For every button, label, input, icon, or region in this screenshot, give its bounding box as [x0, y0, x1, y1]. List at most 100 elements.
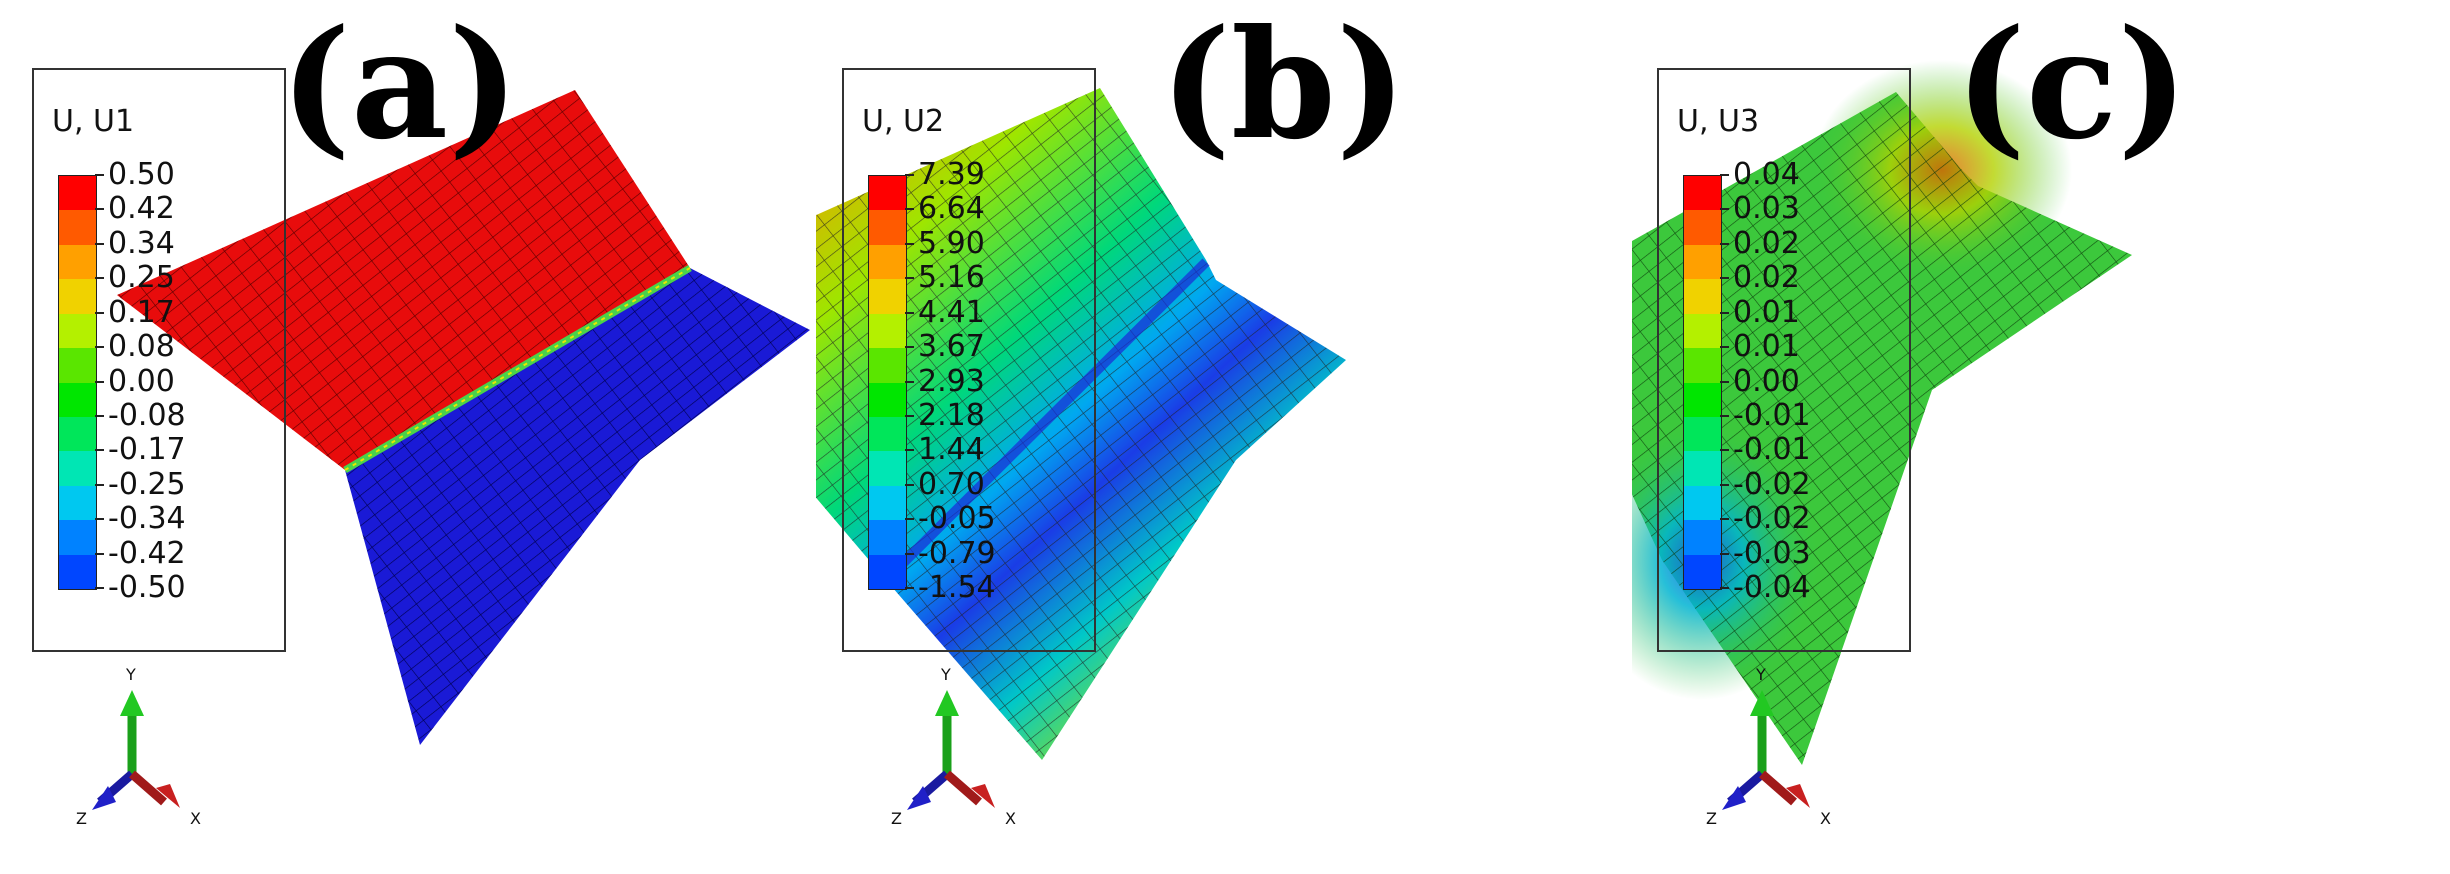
legend-tick [905, 552, 914, 555]
legend-value: 7.39 [918, 157, 985, 192]
legend-value: 2.18 [918, 397, 985, 433]
legend-swatch [59, 554, 96, 590]
legend-swatch [869, 485, 906, 521]
legend-tick [95, 552, 104, 555]
legend-value: -0.17 [108, 432, 186, 468]
legend-swatch [1684, 279, 1721, 315]
legend-swatch [59, 485, 96, 521]
legend-swatch [1684, 244, 1721, 280]
legend-value: 0.00 [108, 363, 175, 399]
legend-tick [905, 346, 914, 349]
legend-value: 5.16 [918, 260, 985, 296]
legend-value: 2.93 [918, 363, 985, 399]
legend-tick [1720, 552, 1729, 555]
legend-value: 4.41 [918, 294, 985, 330]
legend-value: -0.02 [1733, 501, 1811, 537]
legend-value: -0.08 [108, 397, 186, 433]
legend-value: -0.25 [108, 466, 186, 502]
legend-value: -0.50 [108, 570, 186, 605]
legend-swatch [869, 451, 906, 487]
legend-value: -0.34 [108, 501, 186, 537]
legend-colorbar [58, 175, 97, 590]
legend-swatch [59, 244, 96, 280]
legend-tick [905, 518, 914, 521]
legend-tick [95, 174, 104, 176]
legend-value: 6.64 [918, 191, 985, 227]
legend-box-c: U, U3 0.04 0.03 0.02 0.02 0.01 0.01 0.00 -0.01-… [1657, 68, 1911, 652]
legend-colorbar [868, 175, 907, 590]
axis-label-z: Z [1706, 809, 1717, 828]
legend-value: -0.02 [1733, 466, 1811, 502]
legend-swatch [869, 279, 906, 315]
legend-tick [1720, 449, 1729, 452]
legend-title: U, U2 [862, 104, 945, 139]
legend-swatch [1684, 348, 1721, 383]
legend-swatch [59, 451, 96, 487]
legend-tick [95, 449, 104, 452]
y-axis-arrowhead [120, 690, 144, 716]
legend-swatch [59, 279, 96, 315]
x-axis-arrow [129, 770, 167, 806]
legend-tick [905, 449, 914, 452]
legend-tick [95, 518, 104, 521]
legend-value: -0.42 [108, 535, 186, 571]
legend-swatch [869, 313, 906, 349]
legend-title: U, U3 [1677, 104, 1760, 139]
legend-swatch [869, 210, 906, 246]
legend-swatch [1684, 451, 1721, 487]
legend-tick [905, 483, 914, 486]
legend-tick [95, 277, 104, 280]
legend-swatch [869, 416, 906, 452]
legend-swatch [869, 348, 906, 383]
legend-tick [905, 414, 914, 417]
legend-value: -0.01 [1733, 397, 1811, 433]
legend-swatch [1684, 416, 1721, 452]
legend-swatch [1684, 520, 1721, 556]
displacement-contour-u2 [816, 88, 1346, 760]
x-axis-arrowhead [971, 784, 995, 808]
legend-value: 0.01 [1733, 294, 1800, 330]
legend-value: -0.04 [1733, 570, 1811, 605]
legend-box-b: U, U2 7.39 6.64 5.90 5.16 4.41 3.67 2.93 2.18 1.… [842, 68, 1096, 652]
legend-swatch [59, 210, 96, 246]
legend-tick [1720, 414, 1729, 417]
legend-value: 0.04 [1733, 157, 1800, 192]
axis-label-y: Y [1755, 665, 1766, 684]
y-axis-arrowhead [1750, 690, 1774, 716]
x-axis-arrow [944, 770, 982, 806]
legend-swatch [1684, 382, 1721, 418]
legend-swatch [59, 382, 96, 418]
panel-label: (b) [1160, 0, 1407, 173]
legend-swatch [59, 416, 96, 452]
legend-tick [95, 346, 104, 349]
legend-tick [905, 380, 914, 383]
legend-tick [1720, 277, 1729, 280]
legend-tick [1720, 346, 1729, 349]
legend-tick [905, 311, 914, 314]
legend-tick [95, 208, 104, 211]
legend-value: 3.67 [918, 329, 985, 365]
legend-tick [95, 587, 104, 589]
legend-swatch [1684, 313, 1721, 349]
legend-value: -0.79 [918, 535, 996, 571]
legend-tick [905, 242, 914, 245]
legend-value: 0.70 [918, 466, 985, 502]
legend-swatch [59, 520, 96, 556]
legend-value: 0.34 [108, 225, 175, 261]
displacement-contour-u3 [1632, 60, 2132, 765]
legend-tick [1720, 208, 1729, 211]
legend-value: 0.02 [1733, 260, 1800, 296]
legend-value: 0.00 [1733, 363, 1800, 399]
legend-tick [95, 380, 104, 383]
legend-swatch [869, 382, 906, 418]
panel-b [816, 0, 1632, 874]
legend-swatch [59, 348, 96, 383]
legend-tick [1720, 518, 1729, 521]
axis-label-x: X [1005, 809, 1016, 828]
legend-tick [1720, 380, 1729, 383]
legend-value: -0.03 [1733, 535, 1811, 571]
legend-tick [1720, 174, 1729, 176]
legend-title: U, U1 [52, 104, 135, 139]
legend-value: 0.03 [1733, 191, 1800, 227]
legend-value: 0.17 [108, 294, 175, 330]
